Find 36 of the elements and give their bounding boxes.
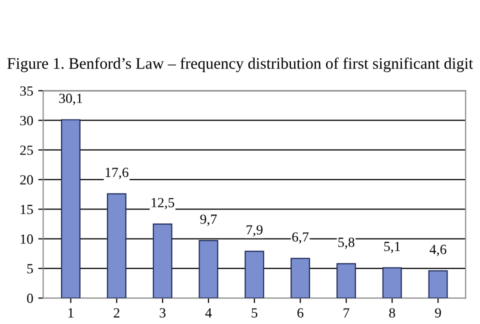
y-tick-label: 25 xyxy=(20,146,33,155)
x-tick-label: 2 xyxy=(114,308,120,318)
data-label: 5,1 xyxy=(384,242,400,254)
y-tick-label: 20 xyxy=(20,175,33,185)
bar xyxy=(152,223,172,298)
data-label: 7,9 xyxy=(246,225,263,237)
x-tick-label: 3 xyxy=(160,308,166,318)
data-label: 6,7 xyxy=(292,232,309,244)
bar xyxy=(382,267,402,298)
data-label: 12,5 xyxy=(152,198,174,210)
bar xyxy=(106,193,126,298)
x-tick-label: 4 xyxy=(205,308,212,318)
x-tick-label: 7 xyxy=(344,308,350,318)
y-tick-label: 30 xyxy=(20,116,33,126)
x-tick-label: 5 xyxy=(252,308,258,318)
data-label: 4,6 xyxy=(430,244,446,256)
bar xyxy=(61,119,80,298)
data-label: 5,8 xyxy=(338,238,354,250)
y-tick-label: 0 xyxy=(27,294,33,304)
y-tick-label: 5 xyxy=(27,264,33,274)
data-label: 17,6 xyxy=(106,168,128,180)
bar xyxy=(244,250,264,298)
y-tick-label: 35 xyxy=(20,86,33,96)
data-label: 30,1 xyxy=(59,94,82,106)
bar xyxy=(428,270,448,298)
x-tick-label: 8 xyxy=(389,308,396,318)
bar xyxy=(336,263,356,298)
y-tick-label: 15 xyxy=(20,204,33,214)
bar xyxy=(290,258,310,298)
x-tick-label: 1 xyxy=(68,308,74,318)
data-label: 9,7 xyxy=(200,214,217,226)
y-tick-label: 10 xyxy=(20,234,33,244)
x-tick-label: 6 xyxy=(297,308,304,318)
x-tick-label: 9 xyxy=(435,308,441,318)
bar xyxy=(198,240,218,298)
chart-title: Figure 1. Benford’s Law – frequency distribution of first significant digit xyxy=(7,57,474,72)
